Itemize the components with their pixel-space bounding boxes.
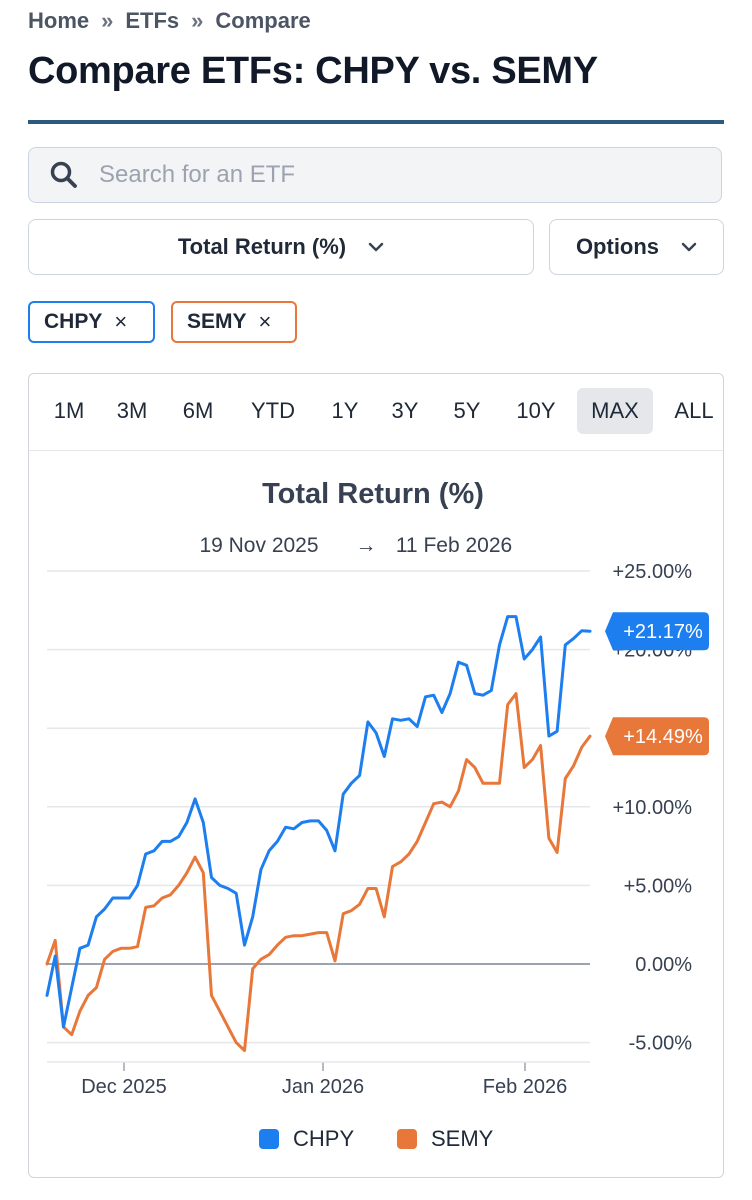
range-3y[interactable]: 3Y [391, 398, 419, 423]
chart-subtitle-end: 11 Feb 2026 [396, 534, 512, 557]
end-label-semy: +14.49% [605, 717, 709, 756]
legend-label: CHPY [293, 1126, 355, 1151]
range-1m[interactable]: 1M [53, 398, 85, 423]
series-line-chpy [45, 615, 592, 1029]
range-6m[interactable]: 6M [182, 398, 214, 423]
options-select-label: Options [575, 234, 660, 259]
chevron-down-icon [681, 242, 697, 252]
legend-swatch [397, 1129, 417, 1149]
etf-chip-label: CHPY [44, 310, 103, 333]
search-box[interactable] [28, 147, 722, 203]
title-divider [28, 120, 724, 124]
total-return-chart: Total Return (%) 19 Nov 2025 → 11 Feb 2026 +… [45, 478, 709, 1098]
range-max[interactable]: MAX [577, 388, 653, 434]
x-tick-label: Jan 2026 [282, 1076, 364, 1098]
etf-chip-label: SEMY [187, 310, 247, 333]
end-label-text: +21.17% [623, 621, 703, 643]
end-label-chpy: +21.17% [605, 612, 709, 651]
chevron-down-icon [368, 242, 384, 252]
breadcrumb-separator: » [101, 8, 114, 33]
series-line-semy [45, 692, 592, 1052]
page-title: Compare ETFs: CHPY vs. SEMY [28, 50, 598, 92]
etf-chip-semy: SEMY × [171, 301, 297, 343]
end-label-badge [605, 717, 709, 756]
range-selector: 1M 3M 6M YTD 1Y 3Y 5Y 10Y MAX ALL [29, 374, 723, 451]
end-label-badge [605, 612, 709, 651]
chart-title: Total Return (%) [262, 478, 484, 510]
breadcrumb-compare[interactable]: Compare [215, 8, 311, 33]
y-tick-label: +10.00% [612, 797, 692, 819]
breadcrumb-home[interactable]: Home [28, 8, 90, 33]
breadcrumb-separator: » [191, 8, 204, 33]
end-label-text: +14.49% [623, 726, 703, 748]
y-tick-label: +5.00% [624, 875, 693, 897]
legend-swatch [259, 1129, 279, 1149]
breadcrumb: Home » ETFs » Compare [28, 8, 311, 34]
metric-select-label: Total Return (%) [177, 234, 347, 259]
x-tick-label: Feb 2026 [483, 1076, 568, 1098]
range-1y[interactable]: 1Y [331, 398, 359, 423]
legend-item-semy[interactable]: SEMY [397, 1126, 493, 1152]
search-input[interactable] [97, 160, 661, 190]
range-all[interactable]: ALL [674, 398, 714, 423]
search-icon [50, 161, 77, 188]
breadcrumb-etfs[interactable]: ETFs [125, 8, 180, 33]
metric-select[interactable]: Total Return (%) [28, 219, 534, 275]
legend-item-chpy[interactable]: CHPY [259, 1126, 354, 1152]
close-icon[interactable]: × [258, 309, 272, 334]
chart-subtitle-start: 19 Nov 2025 [199, 534, 318, 557]
range-ytd[interactable]: YTD [251, 398, 295, 423]
y-tick-label: -5.00% [629, 1033, 693, 1055]
range-5y[interactable]: 5Y [453, 398, 481, 423]
close-icon[interactable]: × [114, 309, 128, 334]
chart-panel: 1M 3M 6M YTD 1Y 3Y 5Y 10Y MAX ALL Total Return (%… [28, 373, 724, 1178]
y-tick-label: +25.00% [612, 561, 692, 583]
range-10y[interactable]: 10Y [516, 398, 556, 423]
x-tick-label: Dec 2025 [81, 1076, 167, 1098]
legend-label: SEMY [431, 1126, 494, 1151]
chart-subtitle-arrow: → [356, 534, 377, 557]
y-tick-label: 0.00% [635, 954, 692, 976]
range-3m[interactable]: 3M [116, 398, 148, 423]
etf-chip-chpy: CHPY × [28, 301, 155, 343]
options-select[interactable]: Options [549, 219, 724, 275]
